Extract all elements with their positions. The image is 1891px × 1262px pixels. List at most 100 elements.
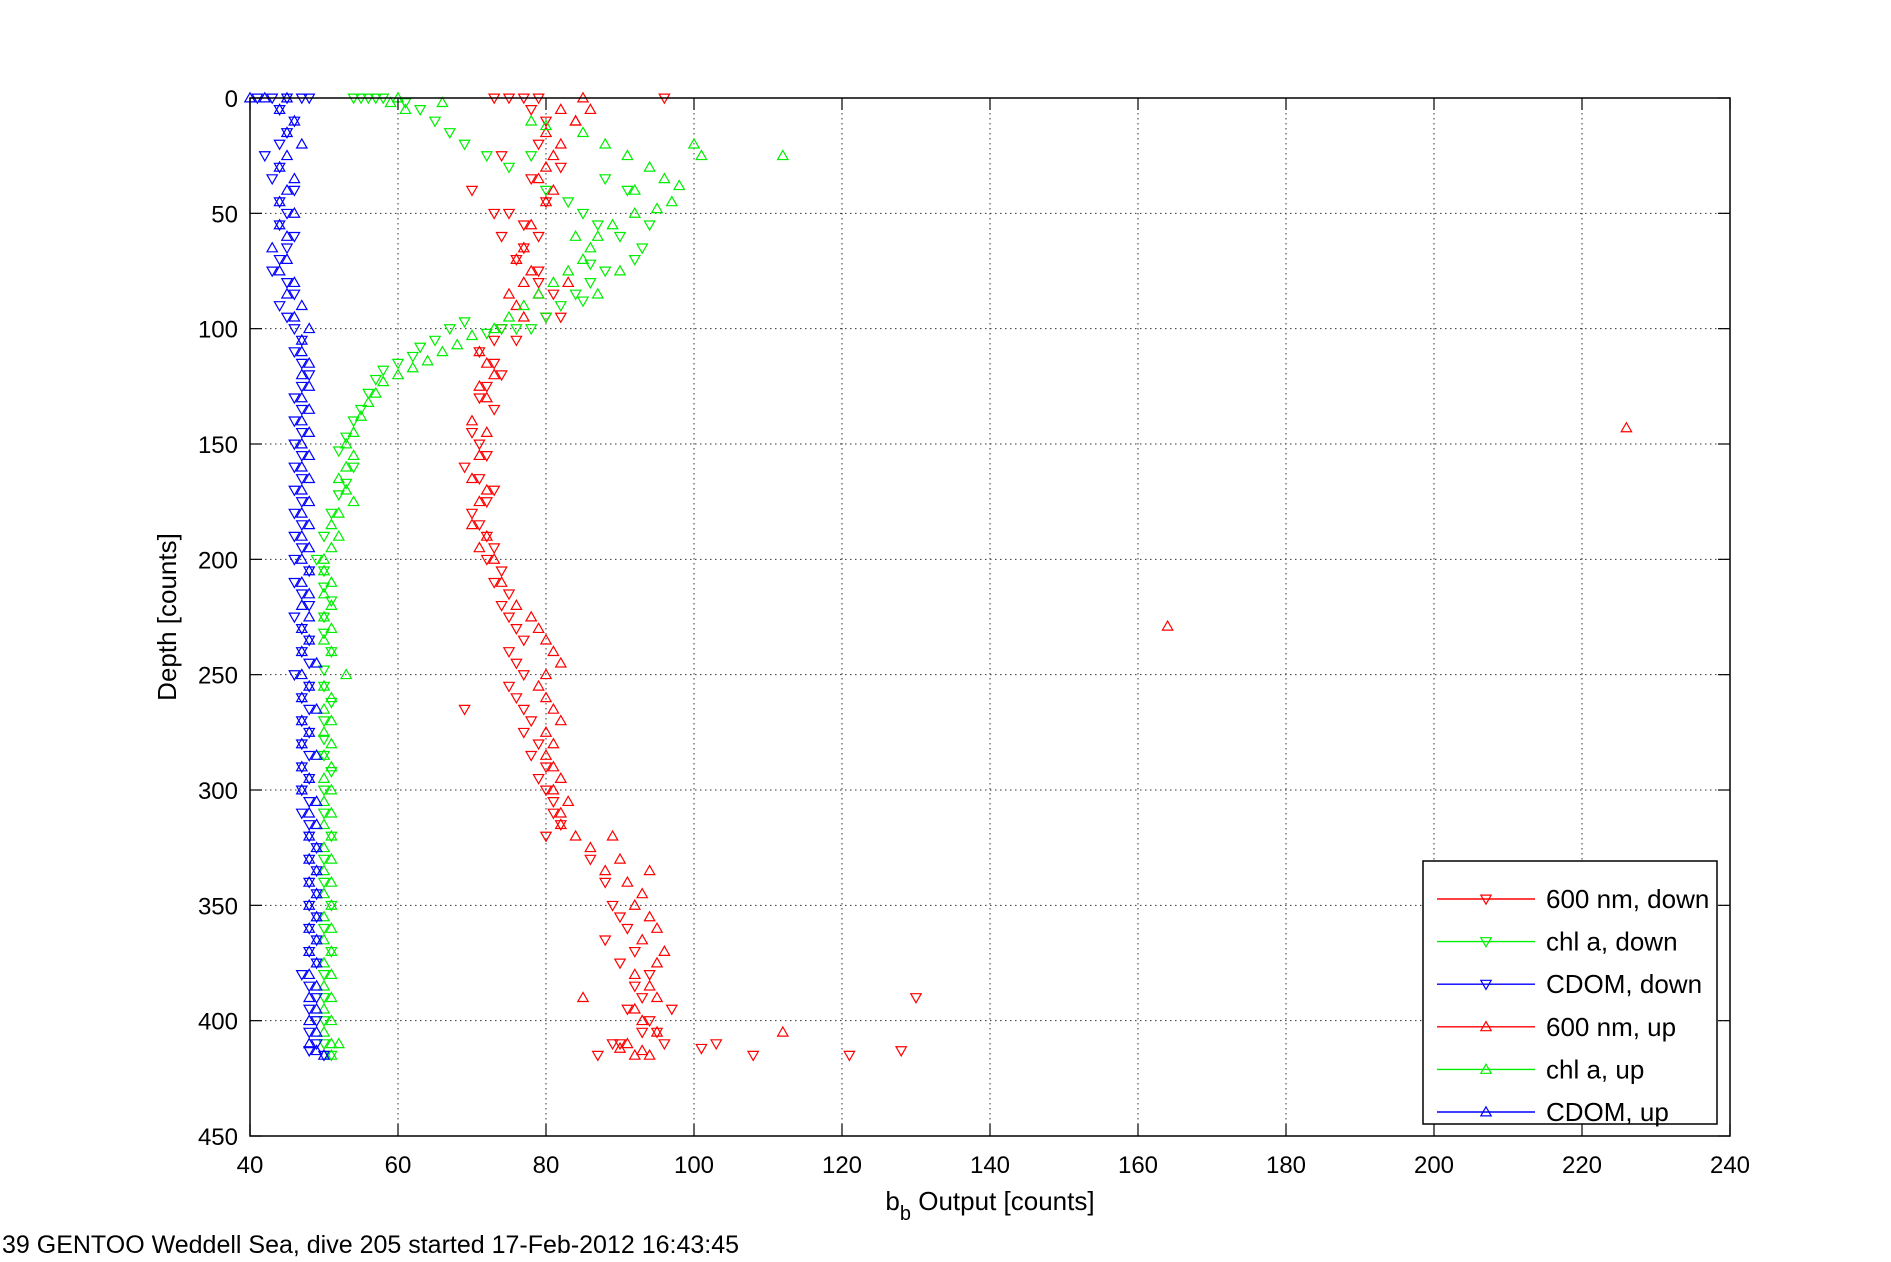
data-point <box>487 552 501 564</box>
data-point <box>302 472 316 484</box>
data-point <box>295 762 309 774</box>
data-point <box>295 506 309 518</box>
data-point <box>369 374 383 386</box>
data-point <box>347 462 360 474</box>
data-point <box>628 206 642 218</box>
data-point <box>584 841 597 853</box>
data-point <box>547 797 560 808</box>
data-point <box>280 126 294 138</box>
figure-caption: 39 GENTOO Weddell Sea, dive 205 started … <box>2 1231 739 1259</box>
data-point <box>376 365 390 377</box>
data-point <box>295 497 309 509</box>
data-point <box>524 174 538 186</box>
data-point <box>517 243 531 255</box>
data-point <box>325 991 338 1003</box>
data-point <box>495 370 508 382</box>
data-point <box>554 818 568 830</box>
data-point <box>317 785 331 797</box>
data-point <box>288 324 301 336</box>
data-point <box>480 483 494 495</box>
data-point <box>295 427 309 439</box>
data-point <box>532 773 545 785</box>
data-point <box>295 333 309 345</box>
data-point <box>695 1043 708 1055</box>
data-point <box>709 1039 723 1051</box>
data-point <box>325 898 338 910</box>
data-point <box>332 506 346 518</box>
data-point <box>406 351 420 363</box>
legend-label: 600 nm, down <box>1546 884 1709 914</box>
data-point <box>643 864 656 876</box>
data-point <box>376 375 390 387</box>
data-point <box>539 762 553 774</box>
x-tick-label: 40 <box>237 1152 264 1179</box>
x-tick-label: 120 <box>822 1152 862 1179</box>
data-point <box>280 243 294 255</box>
data-point <box>421 354 434 366</box>
data-point <box>524 105 538 116</box>
data-point <box>465 472 479 484</box>
data-point <box>502 310 516 322</box>
data-point <box>310 979 323 991</box>
data-markers <box>243 91 1633 1062</box>
data-point <box>613 1039 627 1051</box>
data-point <box>487 208 501 220</box>
data-point <box>436 345 449 357</box>
data-point <box>295 137 309 149</box>
data-point <box>295 668 309 680</box>
data-point <box>295 739 309 751</box>
data-point <box>317 956 331 968</box>
data-point <box>325 508 338 520</box>
data-point <box>310 1016 323 1028</box>
data-point <box>302 402 316 414</box>
data-point <box>325 875 338 887</box>
data-point <box>302 681 316 693</box>
data-point <box>302 635 316 647</box>
data-point <box>473 439 486 451</box>
data-point <box>317 612 331 624</box>
data-point <box>325 737 338 749</box>
y-tick-label: 450 <box>198 1124 238 1151</box>
data-point <box>325 518 338 530</box>
data-point <box>317 582 331 594</box>
data-point <box>302 587 316 599</box>
data-point <box>325 783 338 795</box>
data-point <box>547 783 560 795</box>
data-point <box>310 910 323 922</box>
data-point <box>288 485 301 497</box>
data-point <box>288 206 301 218</box>
data-point <box>265 241 279 253</box>
data-point <box>317 864 331 876</box>
data-point <box>598 266 612 278</box>
data-point <box>480 497 494 509</box>
data-point <box>510 658 523 670</box>
data-point <box>280 208 294 220</box>
data-point <box>776 149 790 161</box>
data-point <box>310 864 323 876</box>
data-point <box>325 921 338 933</box>
data-point <box>288 462 301 474</box>
data-point <box>561 795 575 807</box>
legend-marker <box>1479 894 1493 906</box>
data-point <box>495 231 508 243</box>
data-point <box>628 946 642 958</box>
data-point <box>288 670 301 682</box>
data-point <box>273 218 286 230</box>
data-point <box>621 923 634 935</box>
data-point <box>458 704 471 716</box>
data-point <box>302 426 316 437</box>
data-point <box>554 820 568 832</box>
data-point <box>295 414 309 426</box>
legend-marker <box>1479 1105 1493 1117</box>
data-point <box>539 785 553 797</box>
data-point <box>532 231 545 243</box>
data-point <box>295 622 309 634</box>
data-point <box>317 566 331 578</box>
data-point <box>280 183 294 195</box>
data-point <box>302 379 316 391</box>
data-point <box>325 946 338 958</box>
data-point <box>317 552 331 564</box>
data-point <box>302 449 316 461</box>
series-group <box>251 93 331 1062</box>
data-point <box>561 276 575 288</box>
